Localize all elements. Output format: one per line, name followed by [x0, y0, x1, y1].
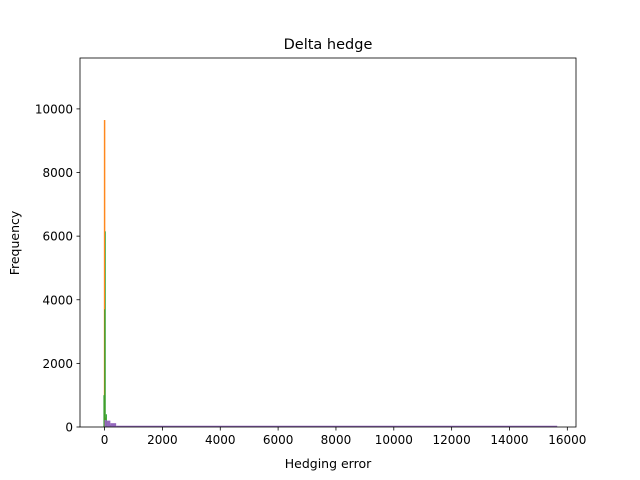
- x-tick-label: 16000: [548, 433, 586, 447]
- x-axis-ticks: 0 2000 4000 6000 8000 10000 12000 14000 16000: [101, 427, 586, 447]
- y-tick-label: 2000: [42, 357, 73, 371]
- x-tick-label: 12000: [433, 433, 471, 447]
- y-tick-label: 8000: [42, 166, 73, 180]
- histogram-bar-series-2-bin-2: [104, 309, 106, 427]
- x-tick-label: 8000: [321, 433, 352, 447]
- histogram-bar-series-2-bin-1: [103, 395, 105, 427]
- y-tick-label: 10000: [35, 102, 73, 116]
- histogram-bar-series-3-bin-3: [110, 423, 117, 427]
- y-tick-label: 4000: [42, 293, 73, 307]
- x-tick-label: 14000: [490, 433, 528, 447]
- histogram-bar-series-1-bin-1: [103, 120, 105, 427]
- x-tick-label: 4000: [205, 433, 236, 447]
- x-tick-label: 6000: [263, 433, 294, 447]
- histogram-bar-series-3-bin-2: [106, 420, 111, 427]
- histogram-bar-series-3-bin-4: [116, 425, 558, 427]
- histogram-bar-series-2-bin-3: [105, 231, 106, 427]
- x-tick-label: 10000: [375, 433, 413, 447]
- y-tick-label: 6000: [42, 230, 73, 244]
- histogram-bar-series-1-bin-2: [104, 120, 106, 427]
- y-axis-label: Frequency: [7, 210, 22, 275]
- chart-title: Delta hedge: [284, 37, 373, 53]
- plot-frame: [79, 57, 577, 428]
- histogram-bar-series-3-bin-1: [104, 420, 107, 427]
- y-axis-ticks: 0 2000 4000 6000 8000 10000: [35, 102, 80, 435]
- x-tick-label: 0: [101, 433, 109, 447]
- y-tick-label: 0: [65, 421, 73, 435]
- histogram-bars: [103, 120, 558, 427]
- x-tick-label: 2000: [147, 433, 178, 447]
- x-axis-label: Hedging error: [285, 456, 372, 471]
